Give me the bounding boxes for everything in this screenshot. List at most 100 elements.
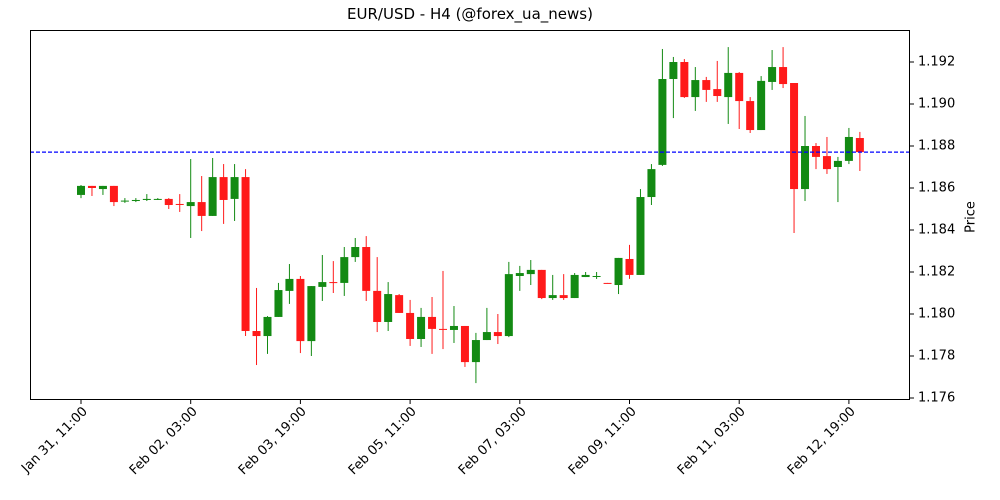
- candle-body: [197, 202, 206, 216]
- candle-body: [87, 185, 96, 188]
- candle-body: [779, 67, 788, 85]
- candle-body: [548, 295, 557, 299]
- candle: [537, 269, 546, 300]
- candle: [77, 185, 85, 199]
- candle-body: [263, 316, 272, 337]
- candle: [757, 76, 766, 131]
- candle: [526, 260, 535, 286]
- candle: [362, 236, 371, 301]
- candle-body: [811, 146, 820, 157]
- y-tick-label: 1.184: [918, 222, 956, 238]
- candle-body: [537, 269, 546, 299]
- candle-body: [274, 290, 283, 317]
- candle-body: [855, 138, 864, 153]
- candle-body: [460, 325, 469, 363]
- candle-body: [296, 278, 305, 342]
- axis-ticks: [80, 61, 914, 404]
- candle-body: [175, 203, 184, 205]
- candle: [230, 164, 239, 221]
- candle: [351, 237, 360, 262]
- candle-body: [790, 83, 799, 190]
- y-tick-label: 1.192: [918, 54, 956, 70]
- y-tick-label: 1.188: [918, 138, 956, 154]
- candle: [647, 164, 656, 206]
- candle: [439, 270, 448, 350]
- candle-body: [768, 67, 777, 82]
- candle-body: [625, 258, 634, 275]
- candle-body: [691, 80, 700, 98]
- candle: [142, 194, 151, 202]
- candle: [811, 143, 820, 170]
- candle: [746, 97, 755, 133]
- candle: [307, 286, 316, 356]
- candle: [471, 332, 480, 384]
- candle-body: [801, 146, 810, 190]
- candle-body: [77, 185, 85, 195]
- candle: [855, 131, 864, 171]
- candle: [373, 257, 382, 333]
- candle-body: [406, 312, 415, 339]
- candle-body: [493, 332, 502, 337]
- candle-body: [241, 177, 250, 332]
- candle-body: [844, 136, 853, 161]
- candles-layer: [77, 47, 864, 384]
- candle-body: [647, 169, 656, 198]
- candle: [417, 307, 426, 347]
- candle: [98, 185, 107, 195]
- candle: [131, 198, 140, 203]
- chart-title: EUR/USD - H4 (@forex_ua_news): [347, 5, 593, 23]
- candle-body: [592, 275, 601, 277]
- candle-body: [417, 316, 426, 339]
- candle-body: [482, 332, 491, 341]
- candle-body: [120, 200, 129, 202]
- candle: [636, 189, 645, 275]
- candle: [724, 47, 733, 124]
- candle-body: [680, 62, 689, 98]
- candle-body: [735, 72, 744, 102]
- candle: [625, 244, 634, 279]
- y-tick-label: 1.180: [918, 306, 956, 322]
- candle: [120, 198, 129, 203]
- candle: [614, 257, 623, 295]
- candle-body: [340, 257, 349, 283]
- candle-body: [428, 316, 437, 329]
- candle: [779, 47, 788, 89]
- candle: [702, 76, 711, 102]
- candle-body: [219, 177, 228, 200]
- candle: [219, 164, 228, 224]
- candle-body: [395, 295, 404, 313]
- candle: [713, 60, 722, 102]
- candle-body: [373, 290, 382, 322]
- candle: [109, 185, 118, 207]
- candle-body: [515, 273, 524, 276]
- candle-body: [471, 340, 480, 363]
- candle: [340, 247, 349, 296]
- y-tick-label: 1.182: [918, 264, 956, 280]
- candle-body: [636, 197, 645, 275]
- candle: [680, 59, 689, 98]
- candle: [384, 282, 393, 332]
- candle: [285, 264, 294, 304]
- candle: [175, 194, 184, 212]
- candle-body: [570, 274, 579, 299]
- y-tick-label: 1.176: [918, 390, 956, 406]
- candle-body: [98, 185, 107, 190]
- candle-body: [164, 198, 173, 206]
- candle-body: [351, 247, 360, 258]
- candle: [768, 50, 777, 90]
- candle: [395, 294, 404, 313]
- candle-body: [614, 257, 623, 286]
- candle-body: [439, 328, 448, 330]
- candle: [801, 115, 810, 202]
- candle-body: [833, 160, 842, 167]
- candle: [460, 325, 469, 367]
- candle: [822, 136, 831, 174]
- candle-body: [131, 199, 140, 202]
- candle-body: [109, 185, 118, 203]
- candle-body: [384, 294, 393, 322]
- candle: [504, 261, 513, 338]
- candle-body: [822, 156, 831, 170]
- candle-body: [504, 274, 513, 337]
- candle: [592, 272, 601, 279]
- candle: [449, 306, 458, 343]
